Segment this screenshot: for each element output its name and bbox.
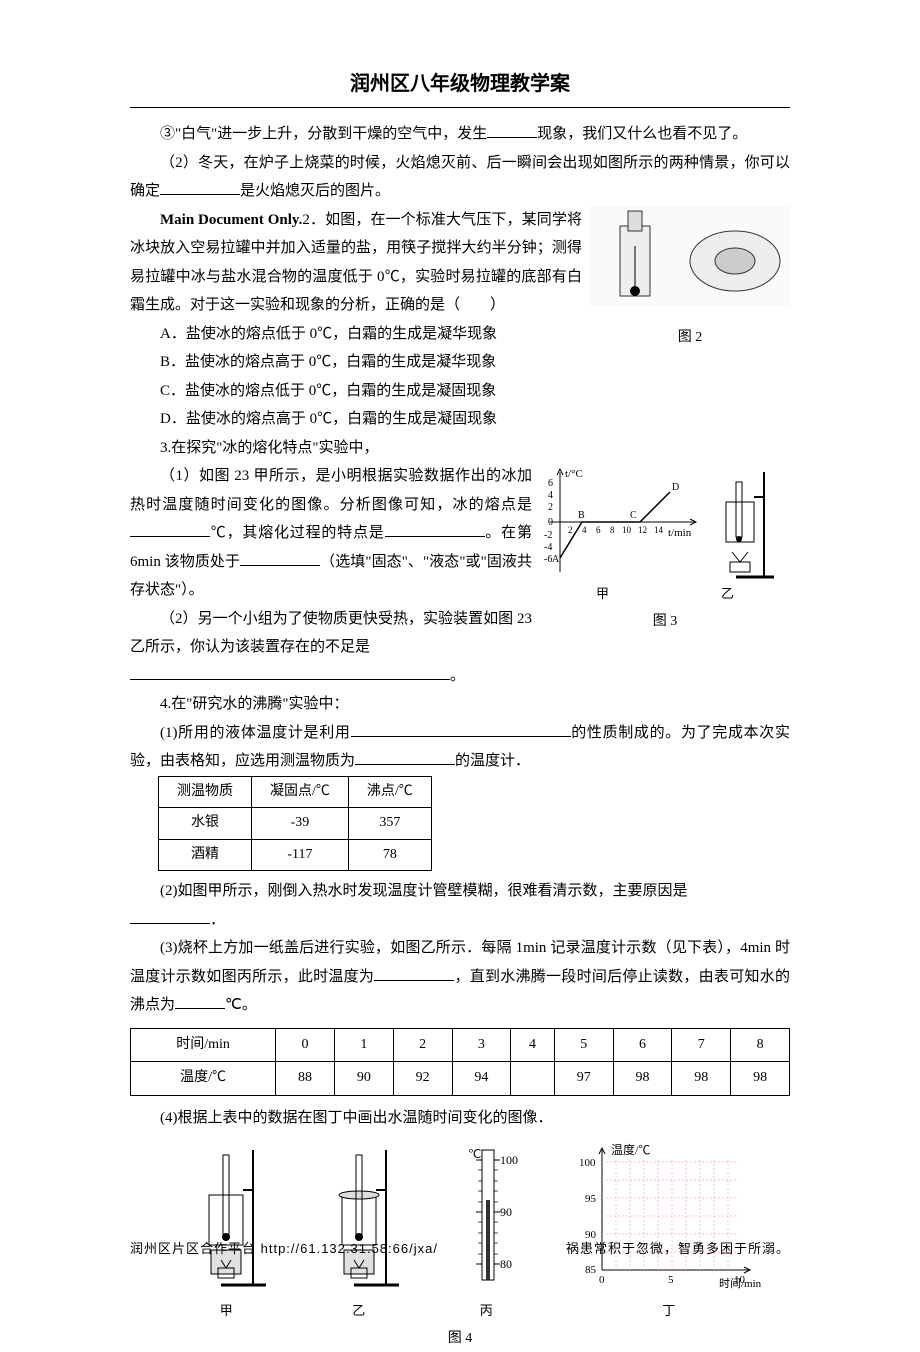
blank[interactable] <box>175 994 225 1009</box>
svg-text:90: 90 <box>500 1205 512 1219</box>
svg-text:A: A <box>552 554 560 565</box>
svg-text:0: 0 <box>599 1274 605 1286</box>
blank-line-2[interactable]: ． <box>130 906 790 935</box>
svg-text:B: B <box>578 510 585 521</box>
fig3-right-label: 乙 <box>721 582 734 607</box>
blank[interactable] <box>374 966 454 981</box>
figure-3-caption: 图 3 <box>540 609 790 636</box>
figure-2-caption: 图 2 <box>590 325 790 352</box>
svg-text:t/min: t/min <box>668 527 692 539</box>
fig4-yi: 乙 <box>314 1140 404 1323</box>
col-boil: 沸点/℃ <box>348 776 431 808</box>
text: 是火焰熄灭后的图片。 <box>240 183 390 199</box>
option-b[interactable]: B．盐使冰的熔点高于 0℃，白霜的生成是凝华现象 <box>130 348 790 377</box>
col-freeze: 凝固点/℃ <box>252 776 349 808</box>
svg-text:85: 85 <box>585 1264 597 1276</box>
text: ℃，其熔化过程的特点是 <box>210 525 385 541</box>
table-header-row: 测温物质 凝固点/℃ 沸点/℃ <box>159 776 432 808</box>
table-row: 水银 -39 357 <box>159 808 432 840</box>
q4-part1: (1)所用的液体温度计是利用的性质制成的。为了完成本次实验，由表格知，应选用测温… <box>130 719 790 776</box>
svg-text:-4: -4 <box>544 542 552 553</box>
blank[interactable] <box>130 522 210 537</box>
q4-part4: (4)根据上表中的数据在图丁中画出水温随时间变化的图像． <box>130 1104 790 1133</box>
svg-text:95: 95 <box>585 1193 597 1205</box>
paragraph-winter-cooking: （2）冬天，在炉子上烧菜的时候，火焰熄灭前、后一瞬间会出现如图所示的两种情景，你… <box>130 149 790 206</box>
text: （1）如图 23 甲所示，是小明根据实验数据作出的冰加热时温度随时间变化的图像。… <box>130 468 532 513</box>
q3-part1: （1）如图 23 甲所示，是小明根据实验数据作出的冰加热时温度随时间变化的图像。… <box>130 462 560 605</box>
svg-text:-2: -2 <box>544 530 552 541</box>
figure-3: t/°C t/min 6 4 2 0 -2 -4 -6 2 4 6 8 10 1… <box>540 462 790 635</box>
q2-prefix: Main Document Only. <box>160 212 302 228</box>
svg-text:温度/℃: 温度/℃ <box>611 1142 650 1157</box>
svg-text:5: 5 <box>668 1274 674 1286</box>
col-substance: 测温物质 <box>159 776 252 808</box>
text: 现象，我们又什么也看不见了。 <box>537 126 747 142</box>
svg-text:14: 14 <box>654 525 664 535</box>
blank[interactable] <box>355 750 455 765</box>
q3-part2: （2）另一个小组为了使物质更快受热，实验装置如图 23 乙所示，你认为该装置存在… <box>130 605 560 662</box>
svg-text:4: 4 <box>582 525 587 535</box>
substance-table: 测温物质 凝固点/℃ 沸点/℃ 水银 -39 357 酒精 -117 78 <box>158 776 432 872</box>
blank[interactable] <box>240 551 320 566</box>
apparatus-yi <box>706 462 776 582</box>
svg-text:2: 2 <box>548 502 553 513</box>
option-d[interactable]: D．盐使冰的熔点高于 0℃，白霜的生成是凝固现象 <box>130 405 790 434</box>
text: 的温度计． <box>455 753 530 769</box>
figure-2-svg <box>590 206 790 316</box>
text: （2）另一个小组为了使物质更快受热，实验装置如图 23 乙所示，你认为该装置存在… <box>130 611 532 656</box>
svg-text:10: 10 <box>622 525 632 535</box>
fig4-bing: ℃ 100 90 80 丙 <box>446 1140 526 1323</box>
text: ③"白气"进一步上升，分散到干燥的空气中，发生 <box>160 126 487 142</box>
figure-4-caption: 图 4 <box>130 1326 790 1352</box>
svg-text:t/°C: t/°C <box>565 468 583 480</box>
svg-text:0: 0 <box>548 517 553 528</box>
svg-text:4: 4 <box>548 490 553 501</box>
svg-text:8: 8 <box>610 525 615 535</box>
q4-part2: (2)如图甲所示，刚倒入热水时发现温度计管壁模糊，很难看清示数，主要原因是 <box>130 877 790 906</box>
blank-line[interactable]: 。 <box>130 662 560 691</box>
footer-left: 润州区片区合作平台 http://61.132.31.58:66/jxa/ <box>130 1237 438 1262</box>
figure-4-row: 甲 乙 ℃ 100 90 80 <box>160 1140 790 1323</box>
text: ℃。 <box>225 997 257 1013</box>
figure-2: 图 2 <box>590 206 790 352</box>
text: (2)如图甲所示，刚倒入热水时发现温度计管壁模糊，很难看清示数，主要原因是 <box>160 883 688 899</box>
paragraph-white-air: ③"白气"进一步上升，分散到干燥的空气中，发生 现象，我们又什么也看不见了。 <box>130 120 790 149</box>
title-divider <box>130 107 790 108</box>
question-4-intro: 4.在"研究水的沸腾"实验中： <box>130 690 790 719</box>
blank[interactable] <box>160 180 240 195</box>
page-title: 润州区八年级物理教学案 <box>130 65 790 103</box>
fig4-ding: 温度/℃ 100 95 90 85 0 5 10 时间/min <box>569 1140 769 1323</box>
text: (1)所用的液体温度计是利用 <box>160 725 351 741</box>
fig3-left-label: 甲 <box>596 582 609 607</box>
svg-text:12: 12 <box>638 525 647 535</box>
svg-text:100: 100 <box>579 1157 596 1169</box>
time-temp-table: 时间/min 0 1 2 3 4 5 6 7 8 温度/℃ 88 90 92 9… <box>130 1028 790 1096</box>
table-header-row: 时间/min 0 1 2 3 4 5 6 7 8 <box>131 1028 790 1062</box>
svg-text:时间/min: 时间/min <box>719 1277 762 1290</box>
fig4-jia: 甲 <box>181 1140 271 1323</box>
chart-melting: t/°C t/min 6 4 2 0 -2 -4 -6 2 4 6 8 10 1… <box>540 462 700 582</box>
svg-text:6: 6 <box>596 525 601 535</box>
option-c[interactable]: C．盐使冰的熔点低于 0℃，白霜的生成是凝固现象 <box>130 377 790 406</box>
blank[interactable] <box>487 123 537 138</box>
page-footer: 润州区片区合作平台 http://61.132.31.58:66/jxa/ 祸患… <box>130 1237 790 1262</box>
svg-text:C: C <box>630 510 637 521</box>
svg-text:℃: ℃ <box>468 1147 481 1161</box>
table-row: 温度/℃ 88 90 92 94 97 98 98 98 <box>131 1062 790 1096</box>
svg-text:6: 6 <box>548 478 553 489</box>
blank[interactable] <box>385 522 485 537</box>
table-row: 酒精 -117 78 <box>159 839 432 871</box>
q4-part3: (3)烧杯上方加一纸盖后进行实验，如图乙所示．每隔 1min 记录温度计示数（见… <box>130 934 790 1020</box>
question-3-intro: 3.在探究"冰的熔化特点"实验中， <box>130 434 790 463</box>
svg-text:2: 2 <box>568 525 573 535</box>
footer-right: 祸患常积于忽微，智勇多困于所溺。 <box>566 1237 790 1262</box>
svg-text:D: D <box>672 482 679 493</box>
blank[interactable] <box>351 722 571 737</box>
svg-text:100: 100 <box>500 1153 518 1167</box>
